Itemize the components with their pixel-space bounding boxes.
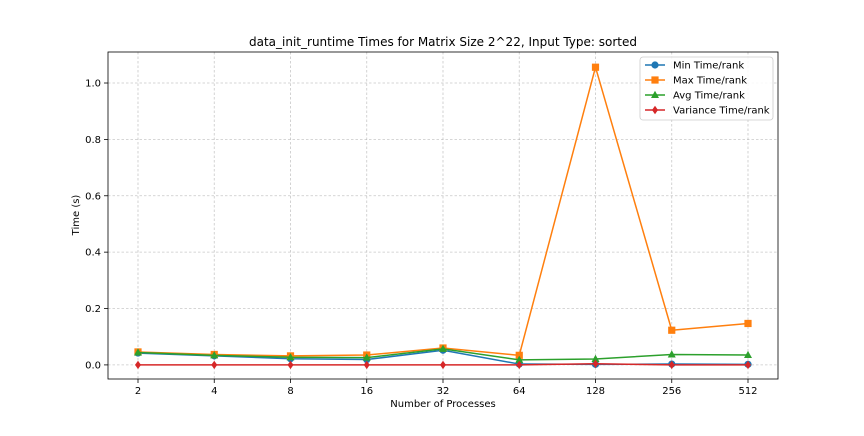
variance-time-rank-point xyxy=(745,360,751,370)
avg-time-rank-point xyxy=(744,350,752,359)
legend: Min Time/rank Max Time/rank Avg Time/rank V… xyxy=(639,56,774,121)
x-axis-label: Number of Processes xyxy=(390,399,495,410)
y-tick-label: 1.0 xyxy=(85,79,101,90)
avg-time-rank-point xyxy=(515,355,524,363)
legend-swatch-marker xyxy=(651,61,659,69)
legend-label-avg-time-rank: Avg Time/rank xyxy=(673,91,745,102)
legend-label-max-time-rank: Max Time/rank xyxy=(673,76,747,87)
legend-label-variance-time-rank: Variance Time/rank xyxy=(673,106,770,117)
y-tick-label: 0.2 xyxy=(85,304,101,315)
y-tick-label: 0.0 xyxy=(85,360,101,371)
avg-time-rank-series xyxy=(134,344,752,363)
avg-time-rank-point xyxy=(210,351,219,359)
variance-time-rank-point xyxy=(440,360,446,370)
x-tick-label: 256 xyxy=(662,386,681,397)
max-time-rank-point xyxy=(668,326,676,334)
max-time-rank-point xyxy=(591,63,600,71)
variance-time-rank-point xyxy=(287,360,294,370)
y-tick-label: 0.4 xyxy=(85,248,101,259)
y-axis-label: Time (s) xyxy=(71,195,82,237)
chart-title: data_init_runtime Times for Matrix Size … xyxy=(249,35,637,49)
avg-time-rank-point xyxy=(667,350,676,358)
avg-time-rank-point xyxy=(134,348,142,356)
x-tick-label: 64 xyxy=(513,386,526,397)
x-tick-label: 32 xyxy=(437,386,450,397)
legend-label-min-time-rank: Min Time/rank xyxy=(673,61,744,72)
avg-time-rank-point xyxy=(286,353,295,361)
x-tick-label: 8 xyxy=(287,386,293,397)
legend-swatch-marker xyxy=(651,90,659,98)
variance-time-rank-point xyxy=(516,360,523,370)
avg-time-rank-point xyxy=(362,353,371,361)
x-tick-label: 2 xyxy=(135,386,141,397)
max-time-rank-point xyxy=(515,351,523,359)
x-tick-label: 4 xyxy=(211,386,217,397)
y-tick-label: 0.8 xyxy=(85,135,101,146)
x-tick-label: 16 xyxy=(360,386,373,397)
x-tick-label: 512 xyxy=(738,386,757,397)
max-time-rank-point xyxy=(744,319,752,328)
variance-time-rank-point xyxy=(363,360,370,370)
variance-time-rank-point xyxy=(211,360,218,370)
variance-time-rank-point xyxy=(668,360,675,370)
legend-swatch-marker xyxy=(651,76,659,84)
variance-time-rank-point xyxy=(135,360,141,370)
legend-swatch-marker xyxy=(652,105,658,115)
avg-time-rank-point xyxy=(439,344,447,352)
y-tick-label: 0.6 xyxy=(85,191,101,202)
legend-box xyxy=(639,56,774,121)
avg-time-rank-point xyxy=(591,354,600,362)
variance-time-rank-point xyxy=(592,359,599,368)
variance-time-rank-series xyxy=(135,359,751,370)
x-tick-label: 128 xyxy=(586,386,605,397)
